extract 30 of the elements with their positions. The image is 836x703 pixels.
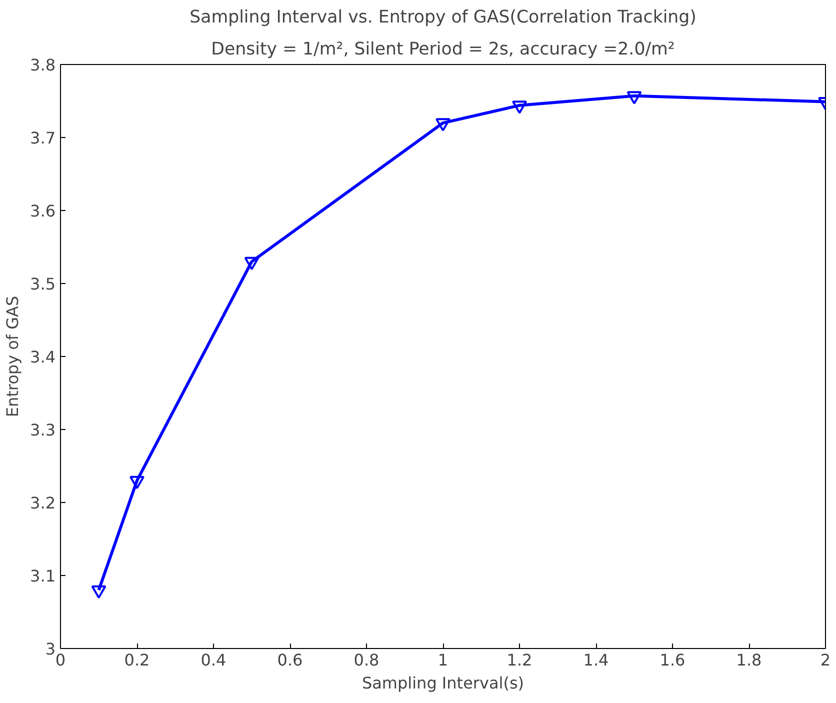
point xyxy=(436,118,450,132)
y-tick-label: 3.7 xyxy=(30,128,56,148)
point xyxy=(244,256,260,270)
x-tick-label: 0 xyxy=(55,650,66,670)
x-axis-title: Sampling Interval(s) xyxy=(362,674,524,692)
x-tick-label: 1.4 xyxy=(583,650,609,670)
x-tick-label: 1 xyxy=(438,650,448,670)
y-tick-label: 3.4 xyxy=(30,348,56,366)
x-tick-label: 0.2 xyxy=(124,650,150,670)
x-tick-label: 1.8 xyxy=(736,650,762,670)
x-tick-label: 0.8 xyxy=(354,650,380,670)
point xyxy=(512,100,527,114)
y-tick-label: 3.5 xyxy=(30,274,56,294)
x-tick-label: 2 xyxy=(820,650,831,670)
x-tick-label: 1.2 xyxy=(506,650,532,670)
y-tick-label: 3.1 xyxy=(30,566,56,586)
x-tick-label: 0.4 xyxy=(200,650,226,670)
y-tick-label: 3 xyxy=(45,640,56,658)
y-tick-label: 3.2 xyxy=(30,494,56,512)
x-tick-label: 0.6 xyxy=(277,650,303,670)
y-tick-label: 3.3 xyxy=(30,420,56,440)
x-tick-label: 1.6 xyxy=(660,650,686,670)
point xyxy=(626,91,642,104)
point xyxy=(91,585,106,599)
point xyxy=(130,476,144,490)
chart-subtitle: Density = 1/m², Silent Period = 2s, accuracy =2.0/m² xyxy=(211,40,675,60)
y-axis-title: Entropy of GAS xyxy=(3,296,22,418)
y-tick-label: 3.6 xyxy=(30,202,56,220)
chart-title: Sampling Interval vs. Entropy of GAS(Correlation Tracking) xyxy=(190,8,696,28)
y-tick-label: 3.8 xyxy=(30,56,56,74)
